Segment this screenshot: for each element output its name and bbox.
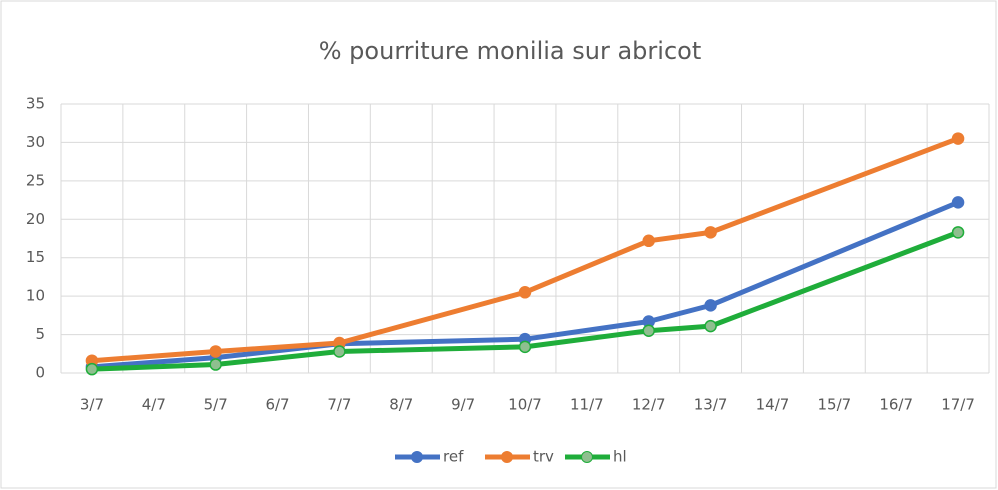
x-tick-label: 11/7: [570, 396, 604, 414]
point: [518, 286, 532, 299]
x-tick-label: 7/7: [327, 396, 351, 414]
x-tick-label: 3/7: [80, 396, 104, 414]
legend-marker: [581, 451, 593, 463]
y-tick-label: 5: [35, 325, 45, 343]
legend-marker: [411, 451, 423, 463]
point: [704, 319, 717, 333]
point: [642, 234, 655, 248]
point: [85, 362, 99, 376]
point: [951, 196, 965, 209]
chart-title: % pourriture monilia sur abricot: [319, 37, 702, 65]
x-tick-label: 16/7: [879, 396, 913, 414]
x-tick-label: 14/7: [756, 396, 790, 414]
point: [951, 132, 965, 145]
y-tick-label: 20: [26, 210, 45, 228]
y-tick-label: 0: [35, 364, 45, 382]
legend-label: ref: [443, 448, 464, 466]
point: [704, 226, 717, 239]
legend-marker: [501, 451, 513, 463]
x-tick-label: 4/7: [142, 396, 166, 414]
x-tick-label: 10/7: [508, 396, 542, 414]
x-tick-label: 8/7: [389, 396, 413, 414]
y-tick-label: 10: [26, 287, 45, 305]
point: [333, 345, 346, 358]
legend-label: trv: [533, 448, 554, 466]
point: [951, 226, 965, 239]
point: [704, 299, 717, 312]
x-tick-label: 5/7: [204, 396, 228, 414]
x-tick-label: 17/7: [941, 396, 975, 414]
x-tick-label: 6/7: [265, 396, 289, 414]
y-tick-label: 35: [26, 95, 45, 113]
legend-label: hl: [613, 448, 627, 466]
point: [209, 345, 222, 358]
y-tick-label: 25: [26, 171, 45, 189]
x-tick-label: 15/7: [817, 396, 851, 414]
point: [642, 324, 655, 337]
x-tick-label: 13/7: [694, 396, 728, 414]
point: [209, 358, 222, 371]
x-tick-label: 9/7: [451, 396, 475, 414]
y-tick-label: 30: [26, 133, 45, 151]
y-tick-label: 15: [26, 248, 45, 266]
point: [518, 340, 532, 354]
x-tick-label: 12/7: [632, 396, 666, 414]
